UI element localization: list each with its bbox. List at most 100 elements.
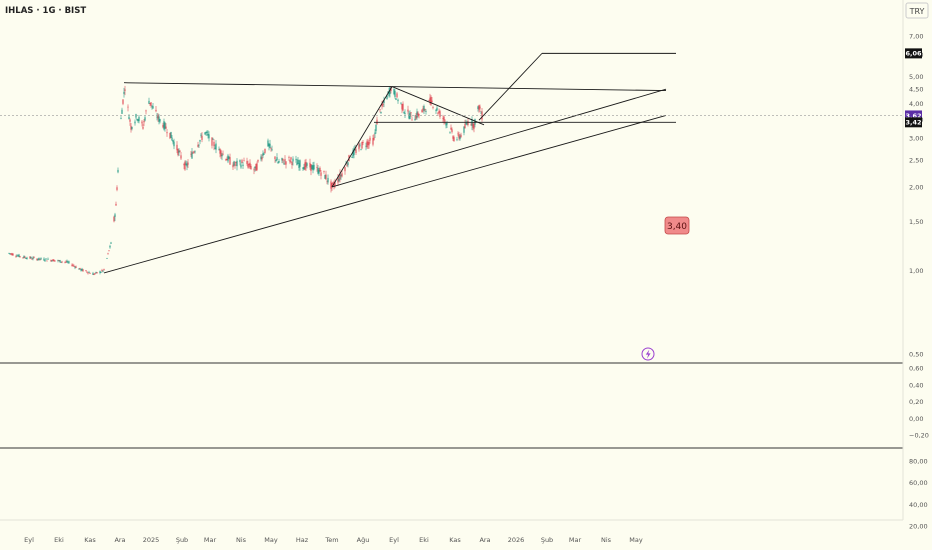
currency-button[interactable]: TRY — [909, 7, 925, 16]
candle-body — [248, 163, 250, 166]
candle-body — [54, 260, 56, 262]
candle-body — [114, 214, 116, 217]
candle-body — [33, 257, 35, 259]
candle-body — [324, 174, 326, 179]
candle-body — [467, 121, 469, 126]
candle-body — [242, 164, 244, 167]
candle-body — [106, 258, 108, 259]
currency-button-box[interactable] — [905, 2, 929, 19]
candle-body — [296, 162, 298, 166]
candle-body — [330, 181, 332, 189]
trend-line[interactable] — [331, 86, 393, 188]
candle-body — [12, 253, 14, 256]
trend-line[interactable] — [103, 115, 667, 274]
time-tick-label: Eki — [419, 536, 429, 544]
candle-body — [156, 116, 158, 118]
candle-body — [334, 181, 336, 186]
time-tick-label: Ara — [114, 536, 125, 544]
trend-line[interactable] — [478, 53, 543, 121]
candle-body — [424, 109, 426, 110]
candle-body — [109, 245, 111, 248]
candle-body — [162, 124, 164, 128]
candle-body — [142, 126, 144, 129]
candle-body — [232, 164, 234, 168]
candle-body — [353, 148, 355, 156]
candle-body — [130, 125, 132, 130]
candle-body — [439, 111, 441, 117]
candle-body — [50, 259, 52, 262]
target-price-label: 6,06 — [905, 50, 922, 58]
pane2-tick-label: 60,00 — [909, 479, 928, 487]
candle-body — [200, 134, 202, 136]
candle-body — [282, 158, 284, 161]
candle-body — [358, 144, 360, 150]
candle-body — [52, 259, 54, 262]
candle-body — [351, 157, 353, 158]
candle-body — [169, 132, 171, 139]
candle-body — [410, 112, 412, 114]
candle-body — [463, 126, 465, 133]
candle-body — [288, 157, 290, 158]
price-badge[interactable] — [664, 216, 690, 235]
time-tick-label: May — [264, 536, 278, 544]
candle-body — [277, 162, 279, 164]
candle-body — [446, 123, 448, 125]
candle-body — [219, 148, 221, 154]
candle-body — [75, 266, 77, 268]
candle-body — [149, 103, 151, 105]
candle-body — [263, 153, 265, 155]
candle-body — [124, 89, 126, 91]
trend-line[interactable] — [123, 82, 667, 92]
candle-body — [320, 172, 322, 176]
candle-body — [57, 260, 59, 261]
candle-body — [176, 144, 178, 151]
candle-body — [397, 99, 399, 102]
candle-body — [158, 116, 160, 122]
candle-body — [61, 261, 63, 263]
candle-body — [204, 132, 206, 135]
candle-body — [470, 124, 472, 126]
candle-body — [283, 163, 285, 165]
candle-body — [388, 91, 390, 96]
candle-body — [58, 260, 60, 262]
candle-body — [205, 132, 207, 134]
candle-body — [166, 132, 168, 134]
candle-body — [271, 149, 273, 151]
candle-body — [131, 126, 133, 129]
candle-body — [211, 137, 213, 146]
time-tick-label: Ara — [479, 536, 490, 544]
candle-body — [311, 165, 313, 170]
candle-body — [450, 127, 452, 130]
price-tick-label: 2,00 — [909, 183, 923, 191]
candle-body — [101, 269, 103, 271]
candle-body — [74, 266, 76, 268]
candle-body — [212, 138, 214, 140]
candle-body — [407, 109, 409, 112]
candle-body — [215, 143, 217, 150]
candle-body — [262, 153, 264, 156]
trend-line[interactable] — [331, 88, 667, 188]
candle-body — [421, 110, 423, 113]
candle-body — [396, 93, 398, 98]
candle-body — [425, 111, 427, 112]
price-tick-label: 1,50 — [909, 218, 923, 226]
candle-body — [408, 114, 410, 119]
drawings-layer[interactable] — [103, 52, 676, 274]
candle-body — [94, 273, 96, 274]
last-price-tag — [905, 110, 922, 121]
candle-body — [451, 129, 453, 133]
candle-body — [260, 156, 262, 160]
candle-body — [290, 157, 292, 160]
time-tick-label: Ağu — [357, 536, 370, 544]
candle-body — [393, 89, 395, 95]
candle-body — [135, 114, 137, 118]
price-tick-label: 3,00 — [909, 135, 923, 143]
candle-body — [165, 126, 167, 129]
candle-body — [403, 111, 405, 114]
trend-line[interactable] — [391, 86, 485, 126]
candle-body — [417, 112, 419, 117]
candle-body — [478, 105, 480, 110]
candle-body — [187, 162, 189, 165]
